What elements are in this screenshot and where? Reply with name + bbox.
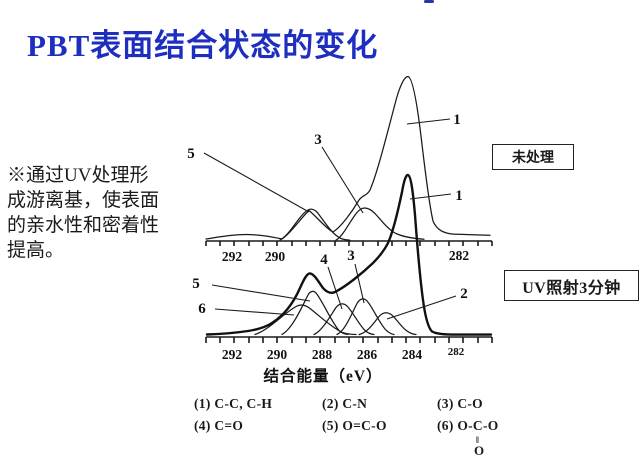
upper-tick-282: 282 bbox=[449, 248, 470, 263]
uv-label-box: UV照射3分钟 bbox=[504, 270, 639, 301]
upper-tick-292: 292 bbox=[222, 249, 243, 264]
untreated-label: 未处理 bbox=[512, 151, 554, 166]
untreated-label-box: 未处理 bbox=[492, 144, 574, 170]
legend-item-4: (4) C=O bbox=[194, 418, 244, 433]
uv-peak6-component bbox=[254, 304, 357, 336]
uv-peak3-component bbox=[336, 298, 395, 336]
legend-item-6: (6) O-C-O bbox=[437, 418, 499, 433]
lower-tick-286: 286 bbox=[357, 347, 378, 362]
lower-tick-288: 288 bbox=[312, 347, 333, 362]
legend-item-6-double-bond: ‖ bbox=[476, 435, 479, 445]
x-axis-title: 结合能量（eV） bbox=[262, 366, 382, 385]
legend-item-3: (3) C-O bbox=[437, 396, 483, 411]
note-line: 提高。 bbox=[7, 240, 65, 261]
lower-tick-284: 284 bbox=[402, 347, 423, 362]
untreated-peak3-component bbox=[335, 207, 425, 241]
note-text: ※通过UV处理形 成游离基，使表面 的亲水性和密着性 提高。 bbox=[7, 163, 191, 263]
untreated-peak5-component bbox=[279, 208, 351, 241]
note-line: 的亲水性和密着性 bbox=[7, 215, 160, 236]
lower-tick-290: 290 bbox=[267, 347, 288, 362]
uv-peak5-component bbox=[281, 290, 349, 336]
lower-x-axis bbox=[205, 336, 493, 343]
uv-peak-label-4: 4 bbox=[320, 252, 328, 268]
note-line: ※通过UV处理形 bbox=[7, 165, 149, 186]
uv-label: UV照射3分钟 bbox=[522, 279, 621, 297]
uv-peak-label-5: 5 bbox=[192, 276, 200, 292]
uv-peak-label-6: 6 bbox=[198, 301, 206, 317]
lower-tick-282: 282 bbox=[448, 346, 465, 358]
legend-item-1: (1) C-C, C-H bbox=[194, 396, 273, 411]
cropped-artifact-mark bbox=[424, 0, 434, 3]
legend-item-5: (5) O=C-O bbox=[322, 418, 387, 433]
uv-peak2-component bbox=[358, 312, 417, 336]
uv-envelope-curve bbox=[205, 173, 493, 336]
untreated-peak-label-5: 5 bbox=[187, 146, 195, 162]
upper-x-axis bbox=[205, 240, 493, 246]
uv-peak4-component bbox=[313, 303, 375, 336]
uv-peak-label-3: 3 bbox=[347, 248, 355, 264]
page-title: PBT表面结合状态的变化 bbox=[27, 28, 379, 63]
untreated-envelope-curve bbox=[205, 75, 491, 240]
legend-item-2: (2) C-N bbox=[322, 396, 368, 411]
legend-item-6-oxygen: O bbox=[474, 443, 485, 458]
uv-peak-label-1: 1 bbox=[455, 188, 463, 204]
lower-tick-292: 292 bbox=[222, 347, 243, 362]
uv-peak-label-2: 2 bbox=[460, 286, 468, 302]
untreated-peak-label-3: 3 bbox=[314, 132, 322, 148]
annotation-leader-lines bbox=[203, 118, 457, 320]
note-line: 成游离基，使表面 bbox=[7, 190, 160, 211]
upper-tick-290: 290 bbox=[265, 249, 286, 264]
untreated-peak-label-1: 1 bbox=[453, 112, 461, 128]
